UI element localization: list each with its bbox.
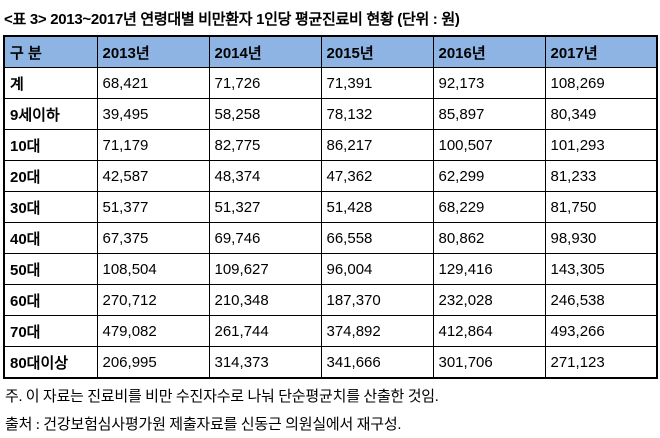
value-cell: 68,421 [96,67,210,99]
value-cell: 301,706 [432,346,546,379]
table-row: 30대 51,377 51,327 51,428 68,229 81,750 [3,191,658,223]
table-row: 40대 67,375 69,746 66,558 80,862 98,930 [3,222,658,254]
row-label: 50대 [3,253,98,285]
row-label: 60대 [3,284,98,316]
row-label: 80대이상 [3,346,98,379]
value-cell: 261,744 [208,315,322,347]
table-row: 60대 270,712 210,348 187,370 232,028 246,538 [3,284,658,316]
value-cell: 78,132 [320,98,434,130]
value-cell: 86,217 [320,129,434,161]
value-cell: 187,370 [320,284,434,316]
value-cell: 42,587 [96,160,210,192]
value-cell: 47,362 [320,160,434,192]
value-cell: 81,233 [544,160,658,192]
table-row: 70대 479,082 261,744 374,892 412,864 493,266 [3,315,658,347]
value-cell: 67,375 [96,222,210,254]
value-cell: 206,995 [96,346,210,379]
value-cell: 58,258 [208,98,322,130]
value-cell: 80,349 [544,98,658,130]
table-row: 9세이하 39,495 58,258 78,132 85,897 80,349 [3,98,658,130]
value-cell: 271,123 [544,346,658,379]
value-cell: 108,504 [96,253,210,285]
row-label: 30대 [3,191,98,223]
value-cell: 48,374 [208,160,322,192]
header-cell-year: 2015년 [320,35,434,68]
table-row: 80대이상 206,995 314,373 341,666 301,706 271,123 [3,346,658,379]
value-cell: 71,726 [208,67,322,99]
value-cell: 374,892 [320,315,434,347]
value-cell: 68,229 [432,191,546,223]
value-cell: 270,712 [96,284,210,316]
header-cell-year: 2017년 [544,35,658,68]
table-row: 50대 108,504 109,627 96,004 129,416 143,305 [3,253,658,285]
table-title: <표 3> 2013~2017년 연령대별 비만환자 1인당 평균진료비 현황 … [4,11,460,28]
obesity-cost-table: 구 분 2013년 2014년 2015년 2016년 2017년 계 68,421 71,7… [3,35,658,379]
value-cell: 232,028 [432,284,546,316]
row-label: 40대 [3,222,98,254]
value-cell: 39,495 [96,98,210,130]
value-cell: 98,930 [544,222,658,254]
table-row: 계 68,421 71,726 71,391 92,173 108,269 [3,67,658,99]
value-cell: 51,327 [208,191,322,223]
row-label: 70대 [3,315,98,347]
value-cell: 210,348 [208,284,322,316]
table-row: 10대 71,179 82,775 86,217 100,507 101,293 [3,129,658,161]
value-cell: 412,864 [432,315,546,347]
header-cell-year: 2016년 [432,35,546,68]
value-cell: 71,179 [96,129,210,161]
value-cell: 101,293 [544,129,658,161]
row-label: 9세이하 [3,98,98,130]
value-cell: 66,558 [320,222,434,254]
table-row: 20대 42,587 48,374 47,362 62,299 81,233 [3,160,658,192]
table-header-row: 구 분 2013년 2014년 2015년 2016년 2017년 [3,35,658,68]
note-method: 주. 이 자료는 진료비를 비만 수진자수로 나눠 단순평균치를 산출한 것임. [5,389,439,405]
row-label: 10대 [3,129,98,161]
value-cell: 62,299 [432,160,546,192]
table-body: 계 68,421 71,726 71,391 92,173 108,269 9세이하 39,4… [3,67,658,379]
value-cell: 80,862 [432,222,546,254]
value-cell: 82,775 [208,129,322,161]
footnotes: 주. 이 자료는 진료비를 비만 수진자수로 나눠 단순평균치를 산출한 것임.… [3,385,656,434]
value-cell: 71,391 [320,67,434,99]
note-source: 출처 : 건강보험심사평가원 제출자료를 신동근 의원실에서 재구성. [5,417,402,433]
value-cell: 129,416 [432,253,546,285]
value-cell: 143,305 [544,253,658,285]
value-cell: 100,507 [432,129,546,161]
value-cell: 108,269 [544,67,658,99]
value-cell: 341,666 [320,346,434,379]
value-cell: 109,627 [208,253,322,285]
row-label: 20대 [3,160,98,192]
value-cell: 96,004 [320,253,434,285]
header-cell-year: 2014년 [208,35,322,68]
value-cell: 92,173 [432,67,546,99]
header-cell-category: 구 분 [3,35,98,68]
value-cell: 51,428 [320,191,434,223]
value-cell: 51,377 [96,191,210,223]
value-cell: 69,746 [208,222,322,254]
value-cell: 493,266 [544,315,658,347]
value-cell: 81,750 [544,191,658,223]
value-cell: 314,373 [208,346,322,379]
value-cell: 479,082 [96,315,210,347]
row-label: 계 [3,67,98,99]
header-cell-year: 2013년 [96,35,210,68]
value-cell: 246,538 [544,284,658,316]
value-cell: 85,897 [432,98,546,130]
